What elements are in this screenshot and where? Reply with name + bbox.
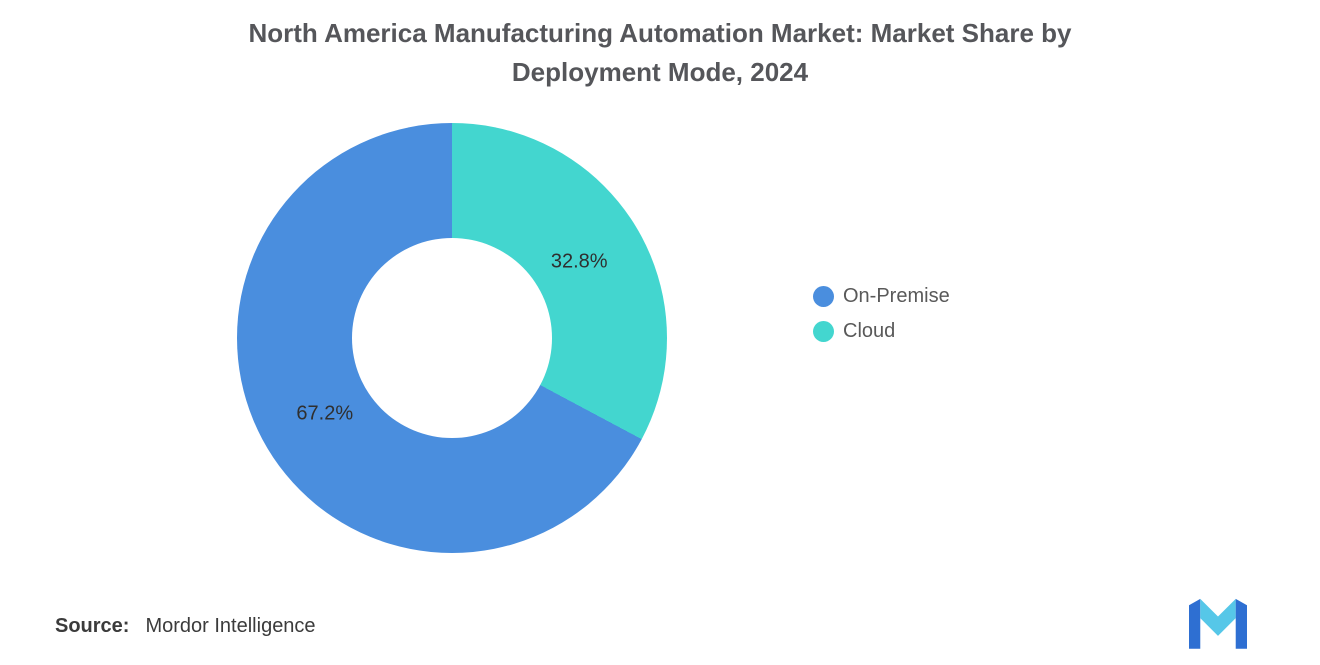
source-attribution: Source: Mordor Intelligence xyxy=(55,615,316,638)
legend-label: Cloud xyxy=(843,320,896,342)
legend-marker-on-premise-icon xyxy=(813,286,834,307)
chart-title-text: North America Manufacturing Automation M… xyxy=(248,18,1072,87)
legend-marker-cloud-icon xyxy=(813,321,834,342)
source-value: Mordor Intelligence xyxy=(145,615,316,637)
legend-item-cloud[interactable]: Cloud xyxy=(813,320,950,343)
mordor-intelligence-logo-icon xyxy=(1189,597,1247,649)
legend-item-on-premise[interactable]: On-Premise xyxy=(813,285,950,308)
source-label: Source: xyxy=(55,615,130,637)
chart-title: North America Manufacturing Automation M… xyxy=(0,14,1320,92)
slice-label: 67.2% xyxy=(296,402,354,425)
donut-chart: 67.2% 32.8% xyxy=(237,123,667,553)
slice-label: 32.8% xyxy=(550,250,608,273)
legend-label: On-Premise xyxy=(843,285,950,307)
chart-legend: On-Premise Cloud xyxy=(813,285,950,343)
